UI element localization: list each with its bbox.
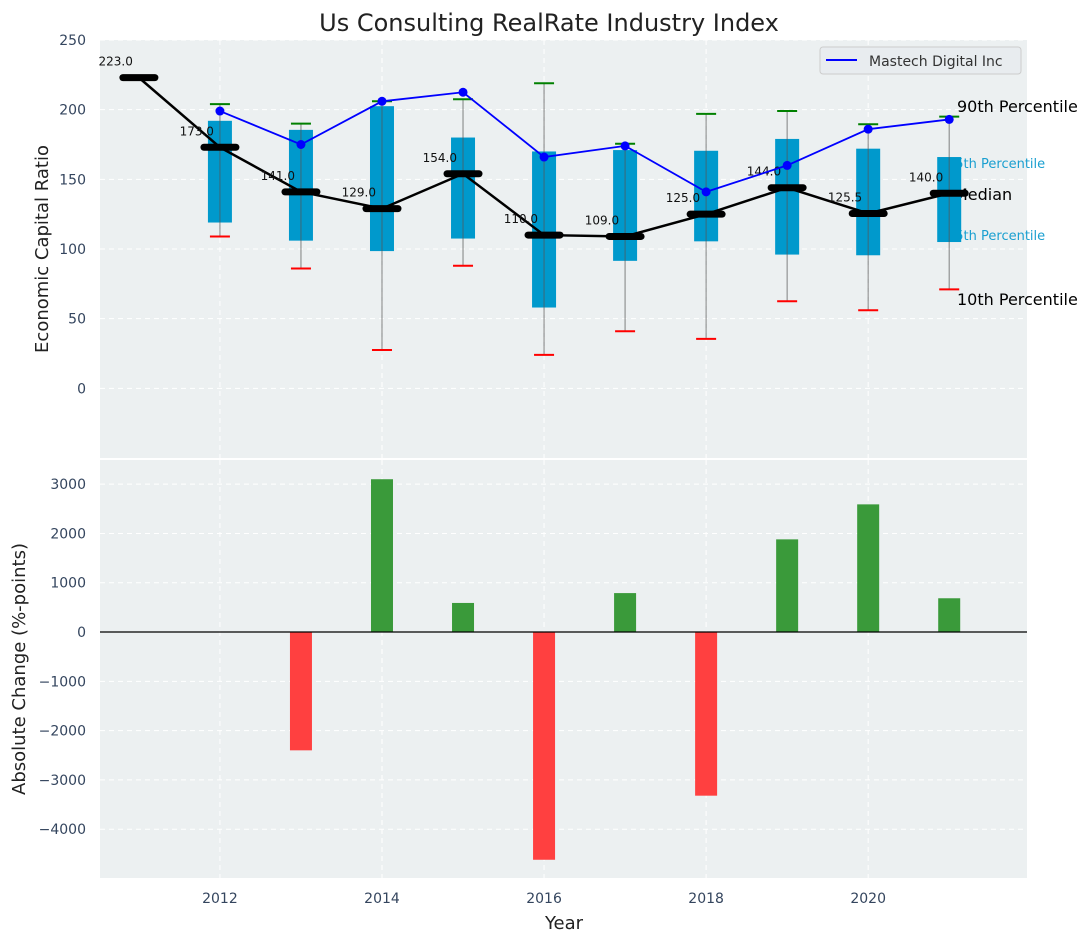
series-line — [219, 91, 950, 193]
series-point — [458, 87, 468, 97]
legend-box — [819, 46, 1022, 75]
x-tick-label: 2016 — [526, 891, 562, 907]
y-tick-label: 0 — [77, 381, 86, 397]
series-point — [539, 152, 549, 162]
bottom-plot-area — [100, 460, 1027, 878]
y-tick-label: 3000 — [50, 477, 86, 493]
annotation-p10: 10th Percentile — [957, 290, 1078, 309]
legend: Mastech Digital Inc — [819, 46, 1022, 75]
x-axis-label: Year — [544, 913, 584, 934]
y-tick-label: 150 — [59, 172, 86, 188]
y-tick-label: 1000 — [50, 576, 86, 592]
series-point — [701, 187, 711, 197]
bar — [695, 632, 718, 796]
series-point — [944, 114, 954, 124]
median-label: 129.0 — [342, 186, 376, 200]
median-label: 110.0 — [504, 212, 538, 226]
bar — [614, 593, 637, 633]
y-tick-label: 0 — [77, 625, 86, 641]
y-tick-label: 200 — [59, 103, 86, 119]
bar — [533, 632, 556, 860]
y-tick-label: 100 — [59, 242, 86, 258]
median-label: 173.0 — [180, 124, 214, 138]
median-label: 154.0 — [423, 151, 457, 165]
bar — [370, 479, 393, 633]
y-tick-label: −2000 — [39, 724, 86, 740]
median-label: 125.5 — [828, 190, 862, 204]
x-tick-label: 2012 — [202, 891, 238, 907]
x-tick-label: 2014 — [364, 891, 400, 907]
series-point — [782, 160, 792, 170]
top-y-axis-label: Economic Capital Ratio — [32, 145, 53, 353]
bar — [857, 504, 880, 633]
chart-title: Us Consulting RealRate Industry Index — [319, 9, 779, 37]
y-tick-label: 250 — [59, 33, 86, 49]
series-point — [296, 140, 306, 149]
annotation-p90: 90th Percentile — [957, 97, 1078, 116]
bar — [289, 632, 312, 751]
median-label: 223.0 — [99, 55, 133, 69]
y-tick-label: −4000 — [39, 822, 86, 838]
x-tick-label: 2020 — [850, 891, 886, 907]
legend-label: Mastech Digital Inc — [869, 54, 1003, 70]
bar — [776, 539, 799, 633]
series-point — [863, 124, 873, 134]
bar — [452, 602, 475, 633]
series-point — [215, 106, 225, 116]
y-tick-label: 50 — [68, 312, 86, 328]
median-label: 125.0 — [666, 191, 700, 205]
annotation-p25: 25th Percentile — [947, 229, 1045, 244]
bar — [938, 598, 961, 633]
series-point — [620, 141, 630, 151]
median-label: 109.0 — [585, 213, 619, 227]
annotation-median: Median — [954, 185, 1012, 204]
median-label: 140.0 — [909, 170, 943, 184]
median-label: 141.0 — [261, 169, 295, 183]
x-tick-label: 2018 — [688, 891, 724, 907]
series-point — [377, 96, 387, 106]
y-tick-label: −1000 — [39, 674, 86, 690]
y-tick-label: 2000 — [50, 526, 86, 542]
y-tick-label: −3000 — [39, 773, 86, 789]
annotation-p75: 75th Percentile — [947, 157, 1045, 172]
bottom-y-axis-label: Absolute Change (%-points) — [9, 543, 30, 795]
